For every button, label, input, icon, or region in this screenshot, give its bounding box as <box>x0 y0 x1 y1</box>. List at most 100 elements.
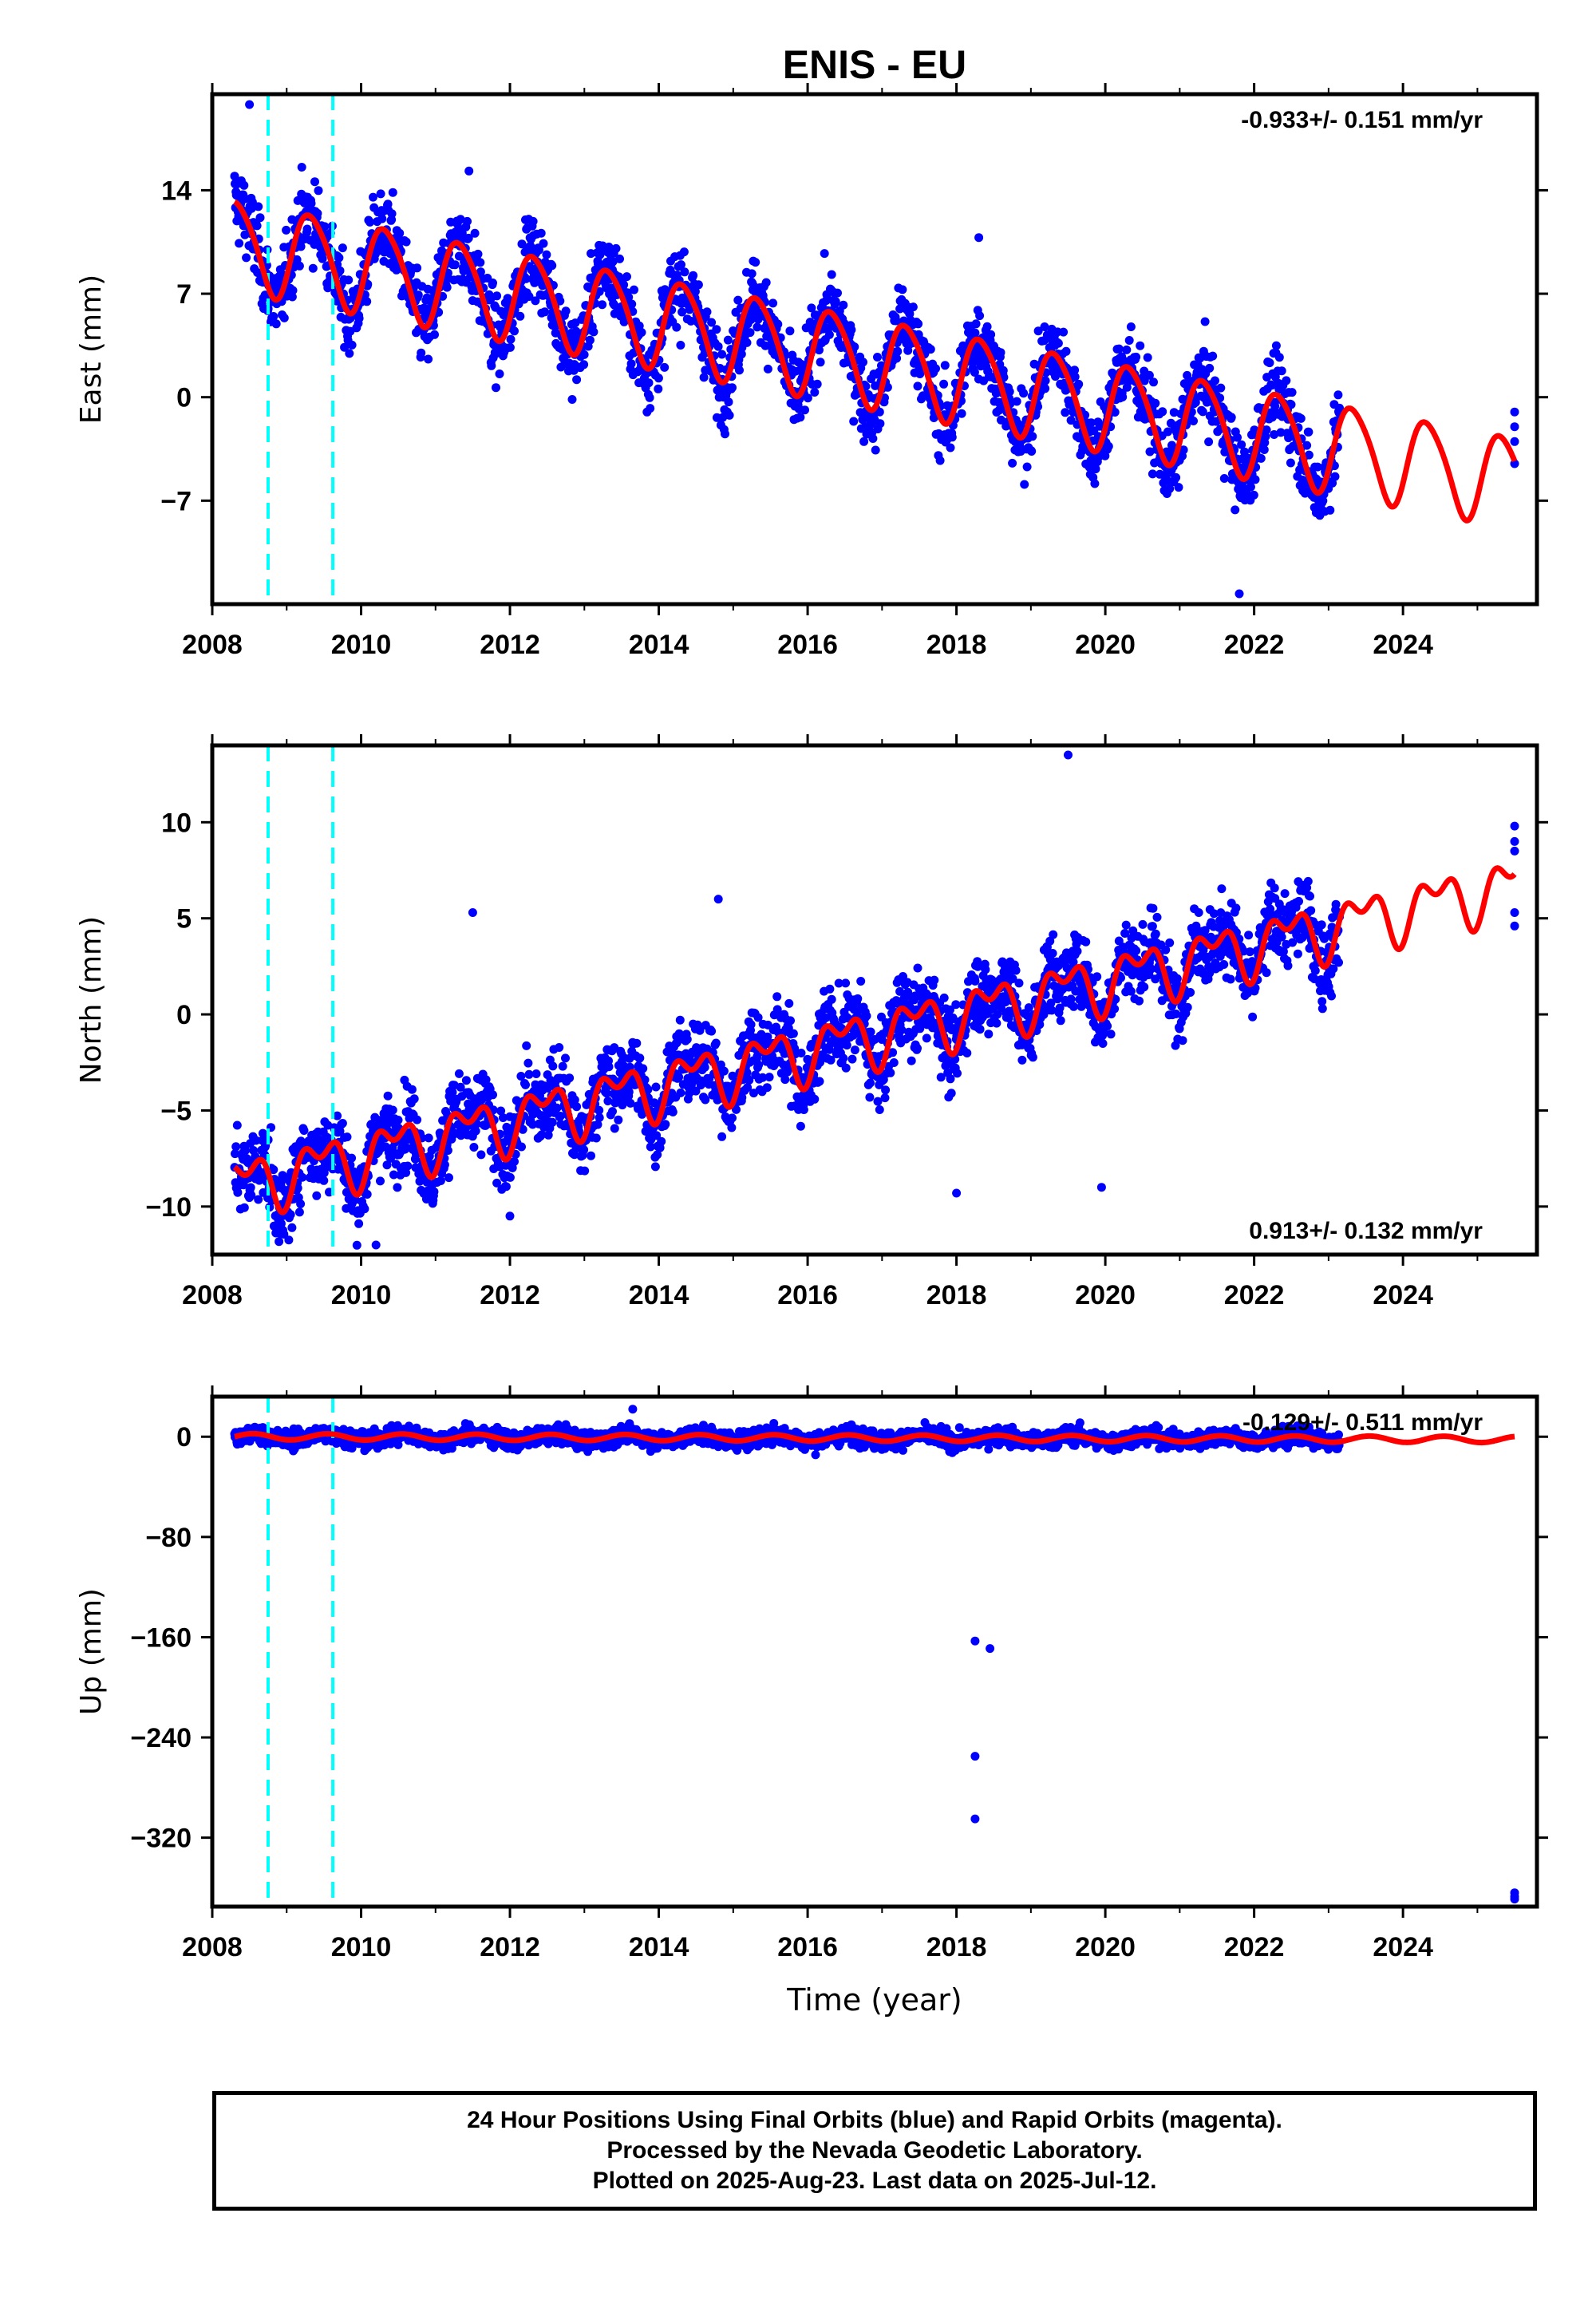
data-point <box>1152 912 1162 922</box>
data-point <box>833 288 842 298</box>
data-point <box>1287 388 1297 397</box>
data-point <box>407 1085 417 1094</box>
data-point <box>572 375 582 385</box>
data-point <box>1151 929 1160 939</box>
data-point <box>1226 974 1235 984</box>
data-point <box>284 1235 294 1245</box>
data-point <box>702 307 712 317</box>
data-point <box>1140 982 1149 992</box>
data-point <box>296 1199 306 1208</box>
data-point <box>1231 903 1241 913</box>
data-point <box>888 1048 898 1057</box>
data-point <box>1104 441 1113 451</box>
data-point <box>393 1183 402 1192</box>
data-point <box>505 342 515 352</box>
data-point <box>1306 891 1314 901</box>
data-point <box>429 1187 439 1196</box>
data-point <box>1110 408 1120 417</box>
data-point <box>534 245 543 255</box>
data-point <box>1274 353 1284 362</box>
data-point <box>1041 384 1050 393</box>
data-point <box>319 1176 329 1185</box>
data-point <box>424 1133 433 1143</box>
data-point <box>279 313 289 322</box>
data-point <box>799 1105 808 1114</box>
data-point <box>430 330 439 339</box>
data-point <box>1014 978 1024 988</box>
data-point <box>1245 947 1254 957</box>
data-point <box>1178 394 1187 404</box>
data-point <box>810 1094 820 1104</box>
data-point <box>640 1075 650 1085</box>
data-point <box>591 1133 601 1143</box>
data-point <box>271 319 281 329</box>
data-point <box>1122 382 1132 392</box>
data-point <box>970 328 980 338</box>
data-point <box>841 978 851 988</box>
data-point <box>690 287 700 296</box>
data-point <box>1216 383 1226 393</box>
data-point <box>528 1120 537 1129</box>
data-point <box>842 1041 851 1050</box>
data-point <box>403 1161 413 1171</box>
data-point <box>505 1172 515 1182</box>
data-point <box>235 239 244 248</box>
data-point <box>567 395 577 404</box>
data-point <box>313 208 322 218</box>
data-point <box>1233 433 1242 442</box>
data-point <box>456 215 465 224</box>
data-point <box>624 1087 634 1097</box>
data-point <box>889 1058 899 1067</box>
data-point <box>481 1075 491 1085</box>
data-point <box>436 1176 445 1185</box>
data-point <box>537 1130 547 1140</box>
data-point <box>898 285 907 294</box>
data-point <box>701 1095 710 1105</box>
data-point <box>1046 998 1056 1008</box>
data-point <box>308 263 318 273</box>
data-point <box>542 250 551 259</box>
data-point <box>1304 450 1314 460</box>
data-point <box>946 1089 956 1098</box>
data-point <box>255 213 265 223</box>
data-point <box>382 1160 392 1170</box>
data-point <box>1302 441 1312 450</box>
data-point <box>913 963 922 973</box>
data-point <box>440 1160 449 1169</box>
data-point <box>1138 919 1148 929</box>
data-point <box>589 327 598 337</box>
data-point <box>1174 483 1183 492</box>
data-point <box>1231 505 1240 515</box>
data-point <box>287 1223 297 1232</box>
data-point <box>897 1026 907 1034</box>
outlier-point <box>1235 589 1244 599</box>
outlier-point <box>464 166 474 176</box>
data-point <box>1116 973 1125 982</box>
model-line <box>233 199 1518 524</box>
data-point <box>1262 968 1271 978</box>
data-point <box>679 247 689 257</box>
data-point <box>1024 1003 1033 1013</box>
data-point <box>868 434 878 443</box>
data-point <box>825 984 835 994</box>
data-point <box>1262 425 1271 435</box>
data-point <box>796 1121 805 1131</box>
data-point <box>614 1115 623 1124</box>
data-point <box>632 1038 642 1048</box>
data-point <box>242 253 251 263</box>
data-point <box>415 1176 425 1186</box>
data-point <box>377 214 387 223</box>
data-point <box>970 368 979 377</box>
data-point <box>1200 926 1210 935</box>
data-point <box>233 1188 243 1197</box>
data-point <box>913 1044 922 1053</box>
data-point <box>454 1069 464 1078</box>
data-point <box>506 334 516 344</box>
data-point <box>312 1191 322 1200</box>
data-point <box>875 419 885 429</box>
data-point <box>1069 958 1078 966</box>
data-point <box>668 1107 678 1117</box>
data-point <box>650 1098 659 1108</box>
data-point <box>1012 397 1021 406</box>
data-point <box>997 415 1005 425</box>
